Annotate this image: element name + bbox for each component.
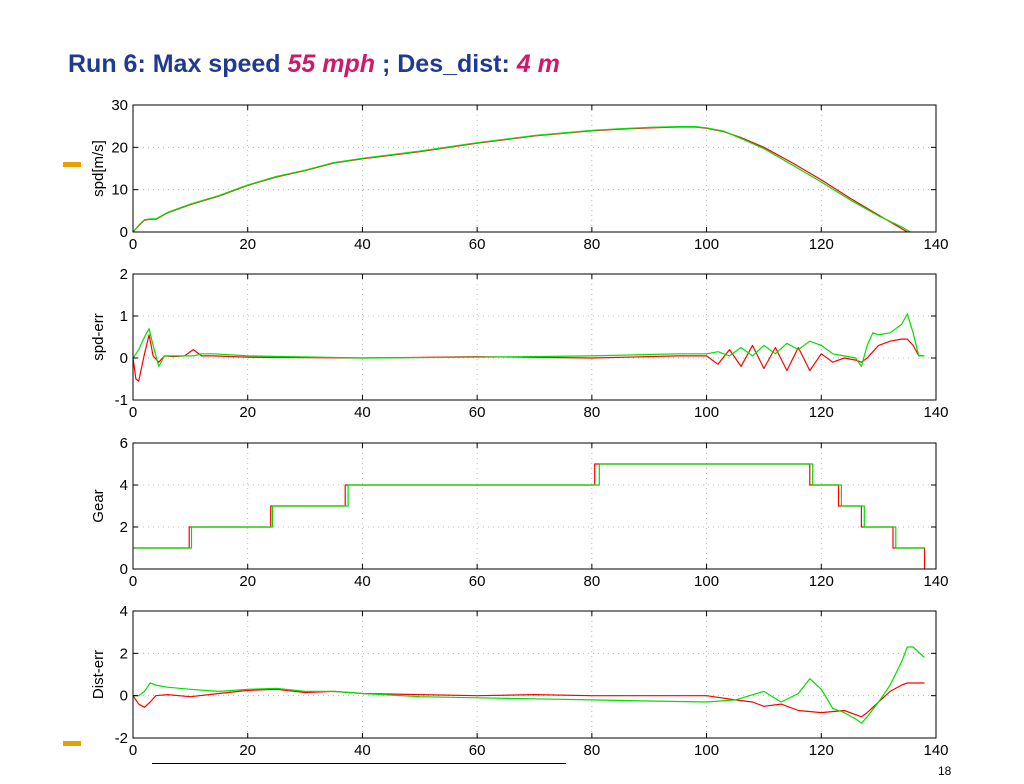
x-tick-label: 60 <box>469 236 486 253</box>
title-highlight-speed: 55 mph <box>287 50 376 78</box>
y-axis-label: spd[m/s] <box>90 140 107 197</box>
plot-frame <box>132 610 937 739</box>
x-tick-label: 60 <box>469 742 486 759</box>
y-tick-label: 1 <box>120 308 128 325</box>
slide-title: Run 6: Max speed 55 mph ; Des_dist: 4 m <box>68 50 560 79</box>
x-tick-label: 20 <box>239 404 256 421</box>
accent-bullet-bottom <box>63 741 81 746</box>
y-tick-label: 4 <box>120 603 128 620</box>
series-line-1 <box>132 682 925 718</box>
x-tick-label: 140 <box>923 573 948 590</box>
y-tick-label: 2 <box>120 519 128 536</box>
x-tick-label: 140 <box>923 236 948 253</box>
x-tick-label: 20 <box>239 573 256 590</box>
accent-bullet-top <box>63 162 81 167</box>
x-tick-label: 80 <box>584 573 601 590</box>
y-tick-label: 0 <box>120 688 128 705</box>
y-axis-label: Dist-err <box>90 650 107 699</box>
x-tick-label: 80 <box>584 404 601 421</box>
x-tick-label: 0 <box>129 236 137 253</box>
series-line-2 <box>132 125 911 233</box>
x-tick-label: 0 <box>129 404 137 421</box>
chart-1: 0 20 40 60 80 100 120 140 0 10 20 30 spd[m/s] <box>90 97 949 253</box>
plot-frame <box>132 104 937 233</box>
x-tick-label: 80 <box>584 236 601 253</box>
y-tick-label: 2 <box>120 645 128 662</box>
x-tick-label: 80 <box>584 742 601 759</box>
x-tick-label: 120 <box>809 742 834 759</box>
plot-frame <box>132 442 937 570</box>
title-highlight-dist: 4 m <box>516 50 560 78</box>
y-tick-label: 10 <box>111 182 128 199</box>
x-tick-label: 0 <box>129 573 137 590</box>
series-line-2 <box>132 313 925 367</box>
x-tick-label: 40 <box>354 404 371 421</box>
series-line-1 <box>133 463 926 569</box>
y-axis-label: Gear <box>90 489 107 522</box>
x-tick-label: 100 <box>694 236 719 253</box>
x-tick-label: 120 <box>809 236 834 253</box>
y-tick-label: 0 <box>120 561 128 578</box>
x-tick-label: 140 <box>923 404 948 421</box>
x-tick-label: 100 <box>694 404 719 421</box>
series-line-1 <box>132 126 908 233</box>
x-tick-label: 20 <box>239 236 256 253</box>
x-tick-label: 60 <box>469 573 486 590</box>
x-tick-label: 40 <box>354 742 371 759</box>
y-tick-label: 20 <box>111 139 128 156</box>
x-tick-label: 100 <box>694 573 719 590</box>
plot-frame <box>132 273 937 401</box>
x-tick-label: 0 <box>129 742 137 759</box>
y-tick-label: 4 <box>120 477 128 494</box>
x-tick-label: 120 <box>809 573 834 590</box>
y-tick-label: -1 <box>115 392 128 409</box>
x-tick-label: 140 <box>923 742 948 759</box>
x-tick-label: 40 <box>354 573 371 590</box>
x-tick-label: 40 <box>354 236 371 253</box>
y-tick-label: 0 <box>120 224 128 241</box>
x-tick-label: 120 <box>809 404 834 421</box>
chart-3: 0 20 40 60 80 100 120 140 0 2 4 6 Gear <box>90 435 949 590</box>
y-axis-label: spd-err <box>90 313 107 361</box>
series-line-2 <box>133 463 925 549</box>
title-part-3: ; Des_dist: <box>375 50 517 78</box>
footer-rule <box>152 763 566 764</box>
y-tick-label: 2 <box>120 266 128 283</box>
page-number: 18 <box>938 764 952 778</box>
x-tick-label: 60 <box>469 404 486 421</box>
x-tick-label: 20 <box>239 742 256 759</box>
x-tick-label: 100 <box>694 742 719 759</box>
title-part-1: Run 6: Max speed <box>68 50 288 78</box>
y-tick-label: 0 <box>120 350 128 367</box>
y-tick-label: -2 <box>115 730 128 747</box>
series-line-2 <box>133 646 925 724</box>
y-tick-label: 30 <box>111 97 128 114</box>
y-tick-label: 6 <box>120 435 128 452</box>
